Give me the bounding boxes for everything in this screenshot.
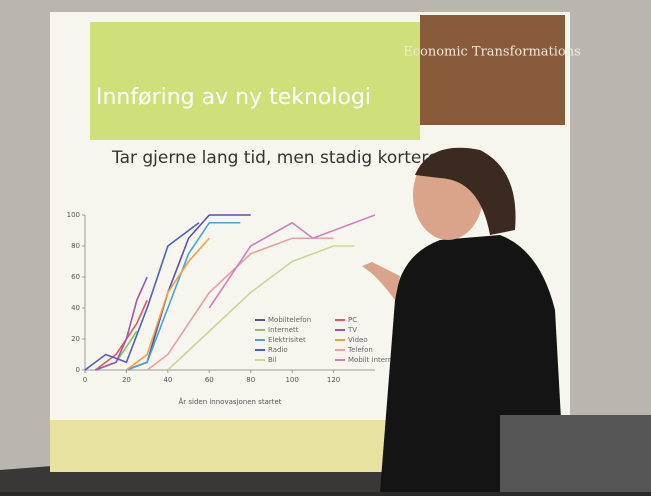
x-tick-label: 80 — [246, 376, 255, 384]
x-tick-label: 120 — [327, 376, 340, 384]
scene: Economic Transformations Innføring av ny… — [0, 0, 651, 492]
x-tick-label: 20 — [122, 376, 131, 384]
title-band — [90, 22, 420, 140]
legend-label: PC — [348, 316, 357, 324]
book-title: Economic Transformations — [403, 45, 581, 60]
x-tick-label: 100 — [285, 376, 298, 384]
x-tick-label: 60 — [205, 376, 214, 384]
book-cover — [420, 15, 565, 125]
y-tick-label: 60 — [71, 273, 80, 281]
y-tick-label: 0 — [76, 366, 80, 374]
y-tick-label: 40 — [71, 304, 80, 312]
slide-title: Innføring av ny teknologi — [96, 85, 371, 110]
legend-label: Radio — [268, 346, 288, 354]
legend-label: Telefon — [347, 346, 373, 354]
legend-label: TV — [347, 326, 357, 334]
x-axis-label: År siden innovasjonen startet — [178, 397, 281, 406]
y-tick-label: 100 — [67, 211, 80, 219]
legend-label: Bil — [268, 356, 277, 364]
lectern — [500, 415, 651, 492]
y-tick-label: 20 — [71, 335, 80, 343]
x-tick-label: 0 — [83, 376, 87, 384]
slide-subtitle: Tar gjerne lang tid, men stadig kortere — [111, 148, 438, 168]
legend-label: Internett — [268, 326, 299, 334]
x-tick-label: 40 — [163, 376, 172, 384]
y-tick-label: 80 — [71, 242, 80, 250]
legend-label: Mobiltelefon — [268, 316, 311, 324]
legend-label: Elektrisitet — [268, 336, 306, 344]
legend-label: Video — [348, 336, 368, 344]
